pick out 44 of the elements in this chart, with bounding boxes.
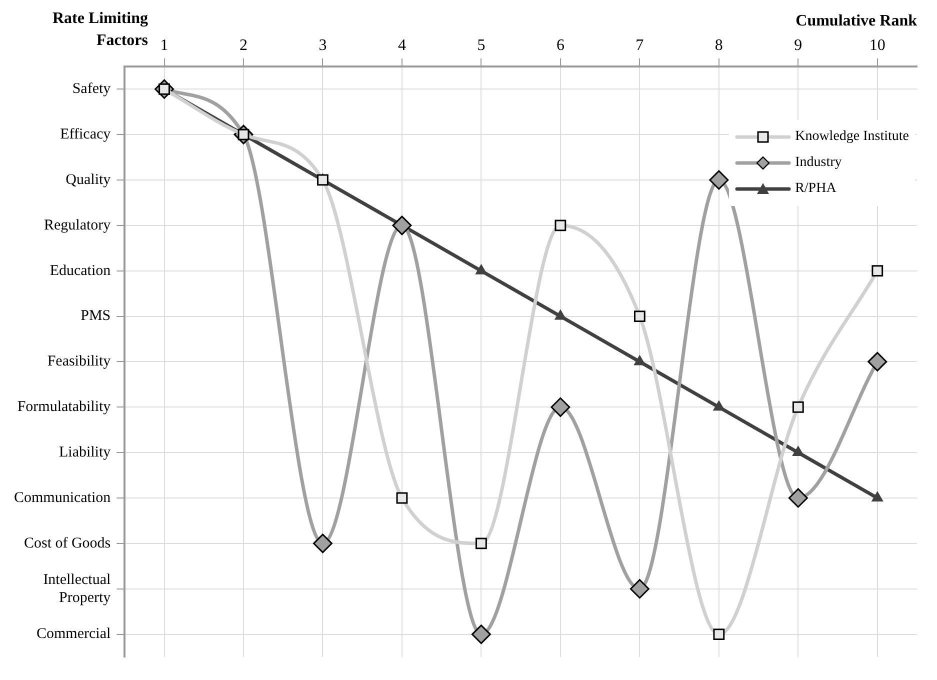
x-tick-label: 3	[318, 37, 327, 54]
point	[872, 265, 884, 277]
x-tick-label: 4	[398, 37, 406, 54]
y-tick-label: Cost of Goods	[24, 535, 111, 552]
y-tick-label: Feasibility	[47, 354, 112, 370]
point	[788, 488, 808, 508]
point	[634, 310, 646, 322]
y-tick-label: Formulatability	[17, 399, 112, 416]
point	[792, 401, 804, 413]
point	[550, 397, 570, 417]
point	[317, 174, 328, 186]
x-tick-label: 5	[477, 37, 486, 54]
y-tick-label: Liability	[58, 444, 112, 460]
x-tick-label: 6	[556, 37, 564, 54]
point	[392, 216, 412, 236]
x-tick-label: 2	[240, 37, 248, 54]
point	[312, 534, 332, 554]
y-tick-label: Efficacy	[60, 126, 112, 142]
x-tick-label: 8	[714, 37, 723, 54]
x-tick-label: 9	[794, 37, 802, 54]
point	[868, 352, 888, 372]
y-tick-label: Communication	[14, 490, 112, 506]
y-tick-label: Quality	[66, 172, 112, 188]
legend-label: R/PHA	[795, 181, 836, 197]
y-tick-label: Education	[50, 262, 112, 279]
y-axis-title: Rate Limiting Factors	[51, 9, 148, 51]
y-tick-label: PMS	[80, 308, 111, 324]
y-tick-label: Safety	[72, 81, 112, 98]
point	[713, 628, 725, 640]
point	[396, 492, 408, 504]
x-tick-label: 1	[160, 37, 168, 54]
x-axis-title: Cumulative Rank	[796, 12, 918, 30]
point	[709, 170, 729, 190]
y-tick-label: Commercial	[36, 626, 111, 642]
point	[554, 220, 566, 232]
point	[471, 624, 491, 644]
legend-label: Knowledge Institute	[795, 129, 909, 145]
x-tick-label: 7	[636, 37, 644, 54]
point	[630, 579, 650, 599]
point	[476, 538, 487, 550]
y-tick-label: Intellectual Property	[43, 572, 112, 606]
x-tick-label: 10	[869, 37, 886, 54]
y-tick-label: Regulatory	[44, 217, 112, 234]
legend-label: Industry	[795, 155, 842, 171]
